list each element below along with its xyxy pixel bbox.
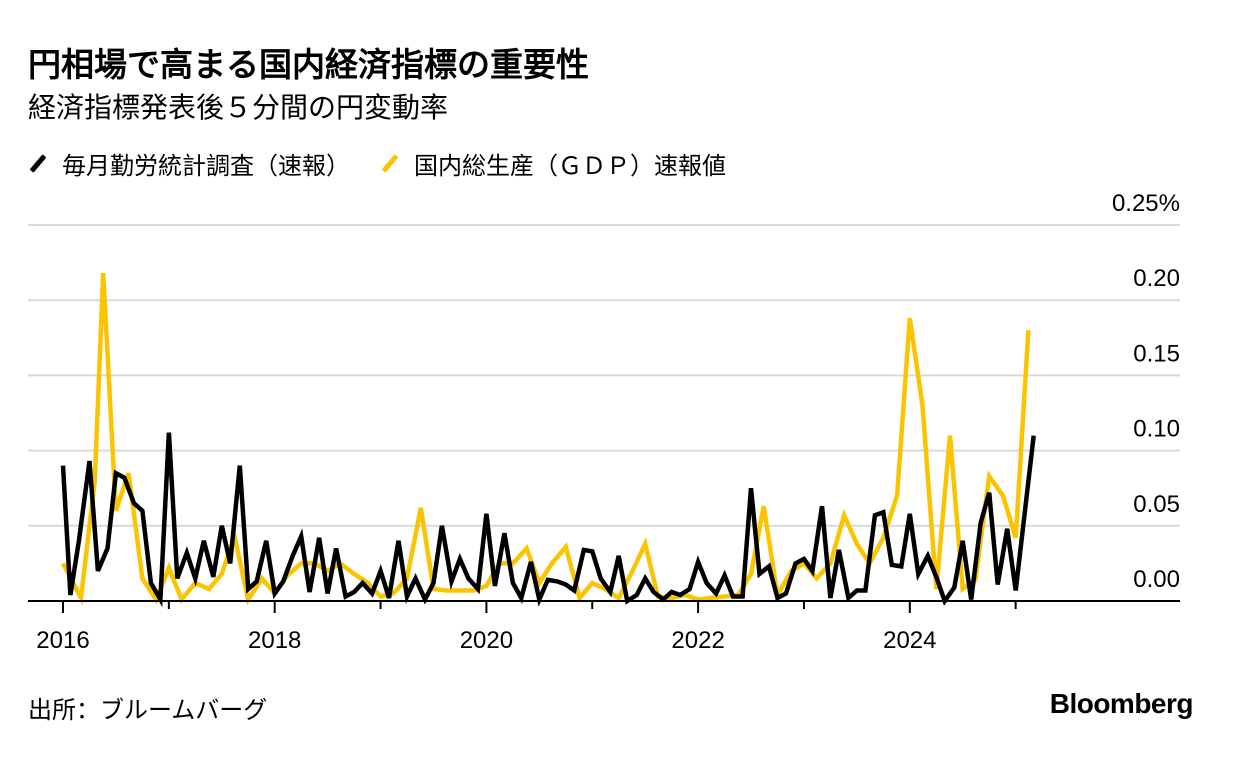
grid-lines: [28, 224, 1180, 527]
legend-item-wages: 毎月勤労統計調査（速報）: [28, 146, 350, 181]
x-tick-label-2020: 2020: [460, 627, 513, 654]
x-tick-label-2024: 2024: [883, 627, 936, 654]
chart-title: 円相場で高まる国内経済指標の重要性: [28, 45, 589, 84]
series-lines: [60, 272, 1036, 608]
x-tick-labels: 2016 2018 2020 2022 2024: [36, 627, 936, 654]
legend-label-gdp: 国内総生産（ＧＤＰ）速報値: [414, 151, 726, 180]
x-tick-label-2018: 2018: [248, 627, 301, 654]
legend-label-wages: 毎月勤労統計調査（速報）: [62, 151, 350, 180]
legend: 毎月勤労統計調査（速報） 国内総生産（ＧＤＰ）速報値: [28, 145, 756, 181]
y-tick-label-3: 0.15: [1133, 340, 1180, 367]
x-axis: [28, 600, 1180, 613]
x-tick-label-2022: 2022: [671, 627, 724, 654]
y-tick-label-0: 0.00: [1133, 566, 1180, 593]
y-tick-labels: 0.00 0.05 0.10 0.15 0.20 0.25%: [1112, 190, 1180, 593]
series-line-wages: [60, 432, 1036, 608]
y-tick-label-4: 0.20: [1133, 265, 1180, 292]
legend-item-gdp: 国内総生産（ＧＤＰ）速報値: [380, 146, 726, 181]
bloomberg-logo: Bloomberg: [1049, 688, 1194, 719]
y-tick-label-2: 0.10: [1133, 416, 1180, 443]
chart-subtitle: 経済指標発表後５分間の円変動率: [28, 91, 449, 124]
y-tick-label-1: 0.05: [1133, 491, 1180, 518]
source-note: 出所：ブルームバーグ: [28, 696, 268, 724]
x-tick-label-2016: 2016: [36, 627, 89, 654]
y-tick-label-5: 0.25%: [1112, 190, 1180, 217]
